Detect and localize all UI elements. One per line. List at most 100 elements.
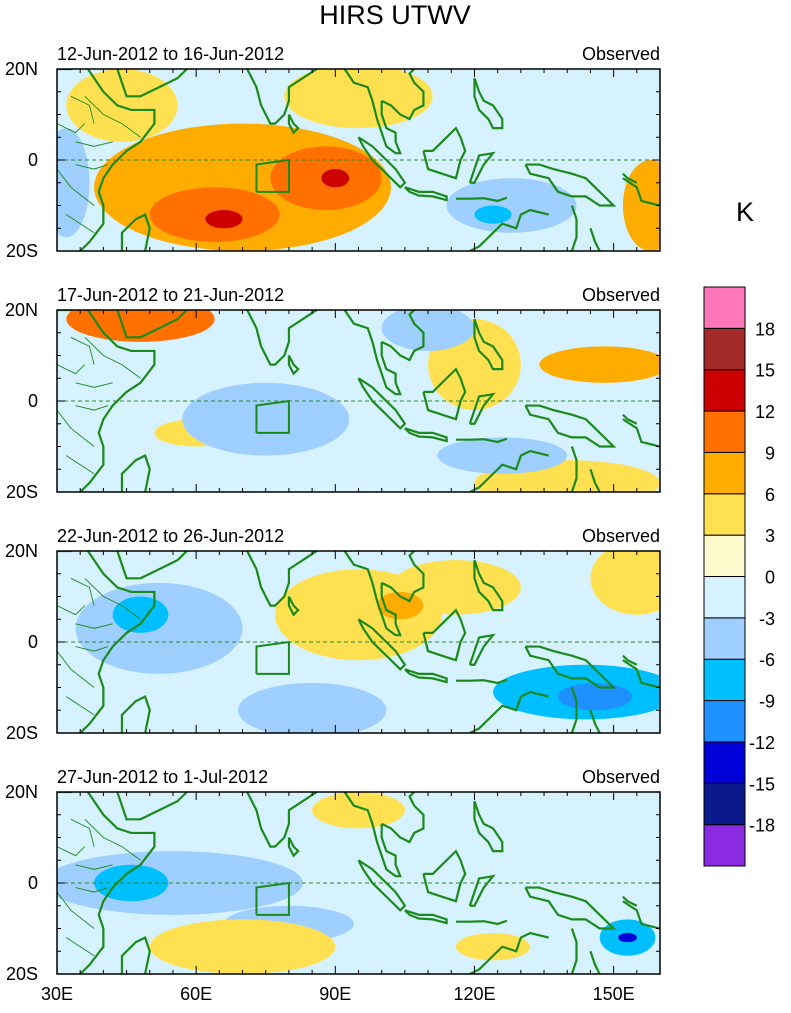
country-border: [57, 409, 95, 447]
panel-2: 20N 0 20S 17-Jun-2012 to 21-Jun-2012 Observe…: [5, 285, 661, 502]
country-border: [57, 605, 86, 616]
colorbar-label: 12: [755, 402, 775, 422]
coastline: [116, 310, 188, 339]
anomaly-blob: [455, 933, 531, 961]
y-tick-label: 0: [28, 150, 38, 170]
coastline: [57, 792, 156, 974]
country-border: [66, 937, 95, 957]
colorbar-box: [703, 534, 746, 578]
coastline: [524, 163, 617, 207]
colorbar-units: K: [736, 197, 754, 227]
colorbar-box: [703, 741, 746, 784]
coastline: [287, 355, 300, 376]
anomaly-blob: [57, 128, 90, 238]
anomaly-blob: [493, 819, 642, 874]
country-border: [57, 123, 86, 134]
panel-field: [57, 792, 660, 974]
chart-title: HIRS UTWV: [319, 0, 471, 30]
colorbar-label: 9: [765, 443, 775, 463]
colorbar-box: [703, 327, 746, 371]
anomaly-blob: [483, 82, 660, 156]
coastline: [116, 551, 188, 580]
country-border: [70, 818, 95, 847]
coastline: [469, 690, 549, 733]
coastline: [622, 654, 638, 666]
country-border: [57, 650, 95, 688]
country-border: [75, 164, 109, 170]
country-border: [75, 864, 113, 870]
country-border: [75, 623, 113, 629]
coastline: [524, 645, 617, 689]
panel-period: 27-Jun-2012 to 1-Jul-2012: [57, 767, 268, 787]
panel-field: [57, 69, 660, 251]
country-border: [70, 336, 95, 365]
coastline: [404, 909, 448, 925]
coastline: [455, 437, 508, 444]
coastline: [622, 413, 638, 425]
y-tick-label: 20N: [5, 59, 38, 79]
coastline: [120, 936, 151, 974]
country-border: [75, 646, 109, 652]
coastline: [404, 186, 448, 202]
coastline: [381, 310, 425, 362]
country-border: [57, 891, 95, 929]
colorbar-box: [703, 493, 746, 536]
panels: 20N 0 20S 12-Jun-2012 to 16-Jun-2012 Observe…: [5, 44, 661, 1004]
coastline: [570, 446, 578, 492]
colorbar-label: 15: [755, 361, 775, 381]
country-border: [66, 214, 95, 234]
y-tick-label: 20S: [6, 241, 38, 261]
country-border: [66, 455, 95, 475]
x-tick-label: 30E: [41, 984, 73, 1004]
country-border: [70, 95, 95, 124]
coastline: [381, 792, 425, 844]
coastline: [357, 136, 407, 189]
colorbar-label: -6: [759, 650, 775, 670]
coastline: [404, 668, 448, 684]
coastline: [473, 559, 504, 612]
country-border: [75, 141, 113, 147]
colorbar-label: -15: [749, 774, 775, 794]
coastline: [473, 800, 504, 853]
coastline: [455, 196, 508, 203]
country-border: [57, 168, 95, 206]
anomaly-blob: [182, 382, 350, 456]
anomaly-blob: [622, 160, 660, 251]
coastline: [343, 310, 402, 396]
panel-1: 20N 0 20S 12-Jun-2012 to 16-Jun-2012 Observe…: [5, 44, 661, 261]
anomaly-blob: [94, 864, 169, 902]
coastline: [589, 709, 601, 733]
coastline: [622, 177, 660, 207]
panel-field: [57, 310, 660, 492]
x-tick-label: 120E: [453, 984, 495, 1004]
coastline: [524, 886, 617, 930]
x-tick-label: 90E: [319, 984, 351, 1004]
y-tick-label: 20N: [5, 782, 38, 802]
coastline: [570, 205, 578, 251]
colorbar-label: -12: [749, 733, 775, 753]
coastline: [381, 551, 425, 603]
y-tick-label: 20N: [5, 300, 38, 320]
colorbar-box: [703, 658, 746, 702]
anomaly-blob: [149, 919, 336, 974]
coastline: [357, 859, 407, 912]
y-tick-label: 0: [28, 873, 38, 893]
panel-period: 22-Jun-2012 to 26-Jun-2012: [57, 526, 284, 546]
anomaly-blob: [284, 69, 433, 129]
panel-label: Observed: [582, 44, 660, 64]
x-tick-label: 150E: [593, 984, 635, 1004]
colorbar-label: 0: [765, 568, 775, 588]
anomaly-blob: [539, 346, 660, 383]
colorbar-label: -18: [749, 816, 775, 836]
coastline: [343, 551, 402, 637]
coastline: [622, 172, 638, 184]
coastline: [589, 227, 601, 251]
country-border: [75, 887, 109, 893]
anomaly-blob: [321, 169, 350, 188]
country-border: [84, 336, 141, 379]
coastline: [455, 919, 508, 926]
country-border: [75, 382, 113, 388]
coastline: [469, 931, 549, 974]
coastline: [116, 69, 188, 98]
coastline: [57, 551, 156, 733]
